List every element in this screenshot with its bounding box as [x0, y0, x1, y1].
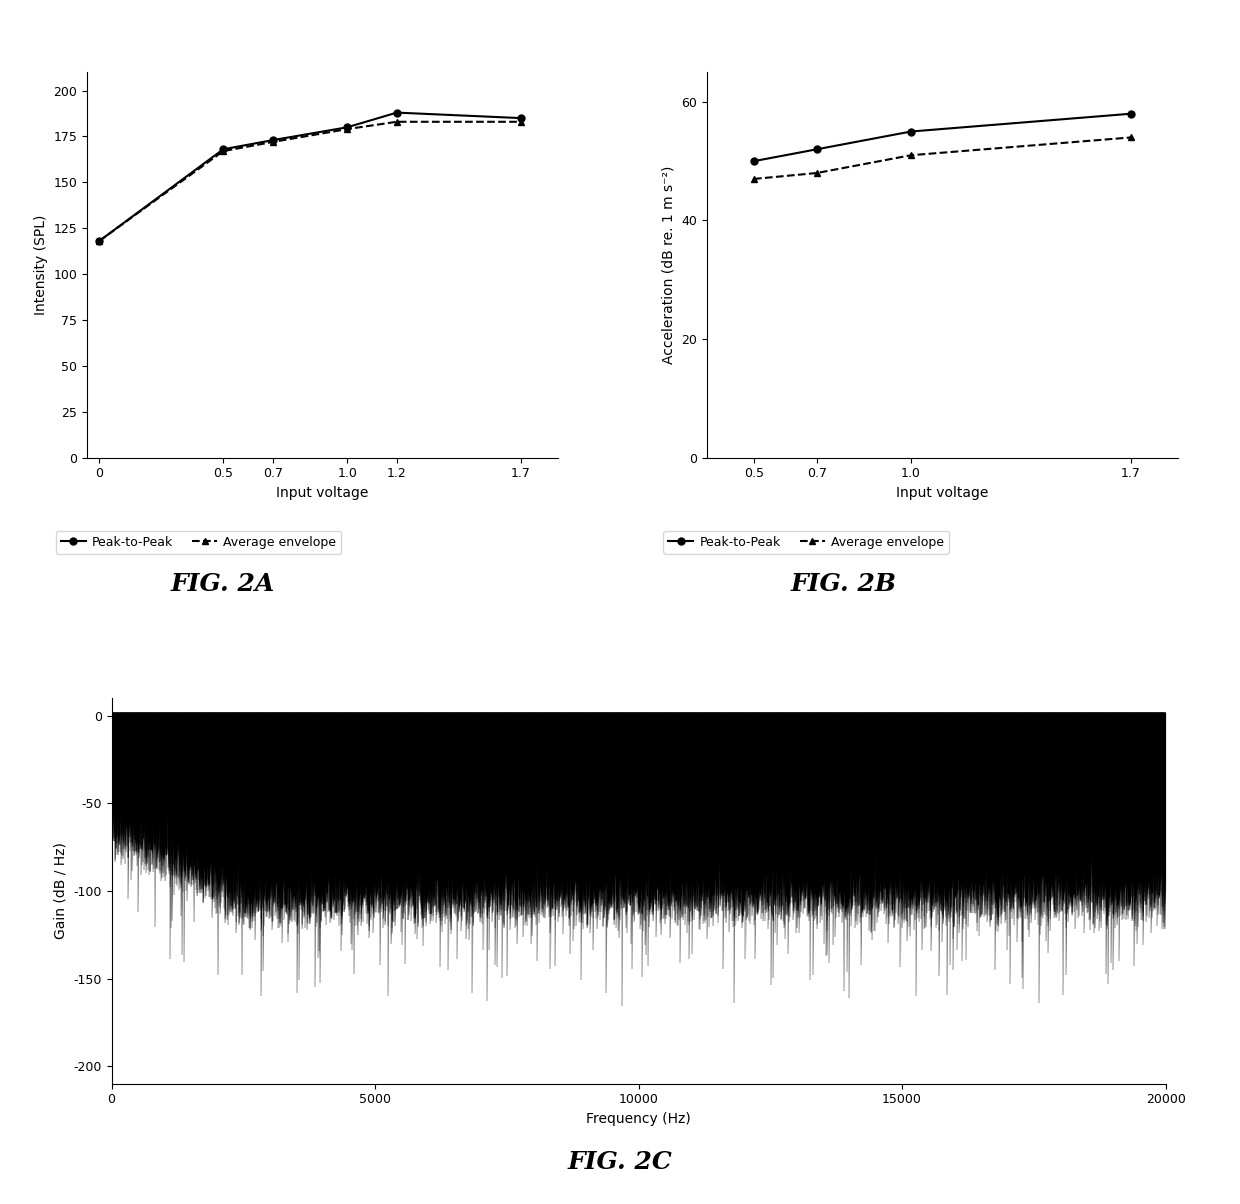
Y-axis label: Intensity (SPL): Intensity (SPL): [33, 214, 47, 315]
X-axis label: Frequency (Hz): Frequency (Hz): [587, 1111, 691, 1126]
Text: FIG. 2A: FIG. 2A: [171, 572, 275, 596]
Y-axis label: Gain (dB / Hz): Gain (dB / Hz): [55, 843, 68, 939]
X-axis label: Input voltage: Input voltage: [277, 485, 368, 500]
Legend: Peak-to-Peak, Average envelope: Peak-to-Peak, Average envelope: [663, 531, 949, 554]
Legend: Peak-to-Peak, Average envelope: Peak-to-Peak, Average envelope: [56, 531, 341, 554]
Text: FIG. 2C: FIG. 2C: [568, 1150, 672, 1174]
Y-axis label: Acceleration (dB re. 1 m s⁻²): Acceleration (dB re. 1 m s⁻²): [662, 166, 676, 364]
Text: FIG. 2B: FIG. 2B: [790, 572, 897, 596]
X-axis label: Input voltage: Input voltage: [897, 485, 988, 500]
